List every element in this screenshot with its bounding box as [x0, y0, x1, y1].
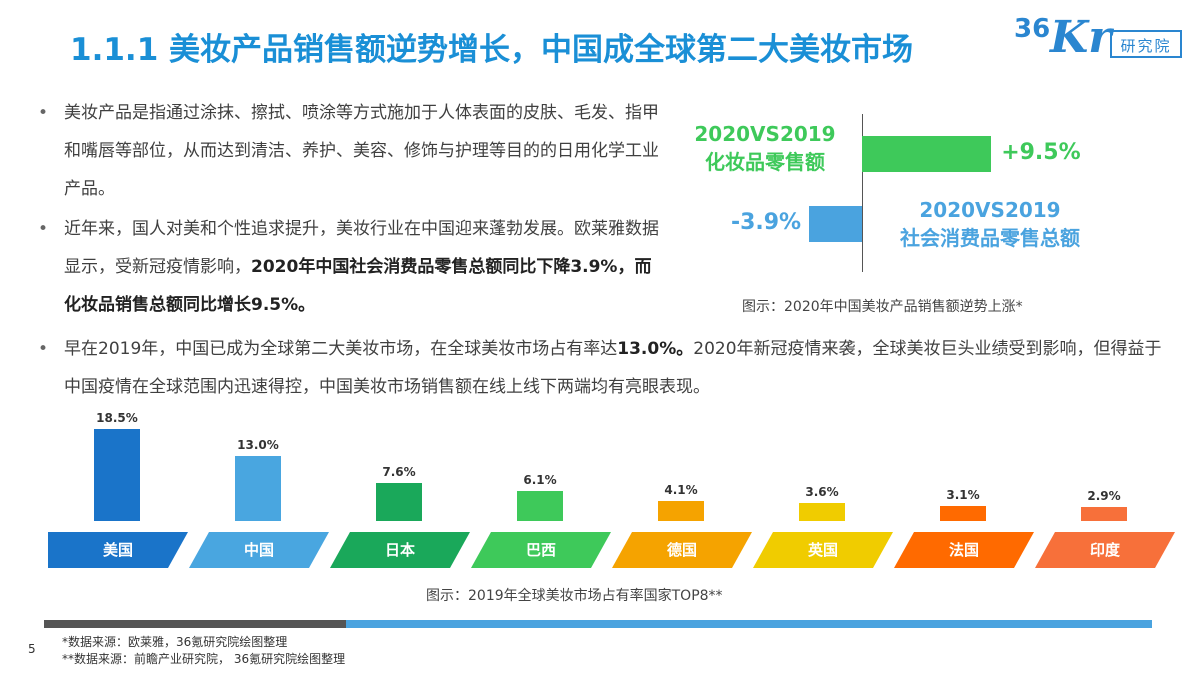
share-band-2: [330, 532, 470, 568]
share-band-7: [1035, 532, 1175, 568]
share-bar-7: [1081, 506, 1127, 521]
yoy-diverging-bar-chart: +9.5% 2020VS2019 化妆品零售额 -3.9% 2020VS2019 社会消费…: [680, 104, 1190, 284]
share-value-label-4: 4.1%: [664, 482, 698, 497]
share-bar-2: [376, 483, 422, 521]
share-value-label-3: 6.1%: [523, 472, 557, 487]
bullet-dot: •: [38, 219, 49, 239]
bullet-market-highlight: 13.0%。: [617, 339, 694, 359]
share-category-label-7: 印度: [1089, 541, 1120, 559]
share-bar-6: [940, 505, 986, 521]
logo-subtitle: 研究院: [1110, 30, 1182, 58]
yoy-category-label-1: 2020VS2019 社会消费品零售总额: [900, 198, 1080, 250]
page-title: 1.1.1 美妆产品销售额逆势增长，中国成全球第二大美妆市场: [70, 32, 914, 68]
share-chart-caption: 图示：2019年全球美妆市场占有率国家TOP8**: [426, 588, 723, 604]
share-bar-1: [235, 456, 281, 521]
bullet-definition: • 美妆产品是指通过涂抹、擦拭、喷涂等方式施加于人体表面的皮肤、毛发、指甲和嘴唇…: [38, 94, 664, 208]
36kr-logo: 36 Kr 研究院: [1014, 12, 1182, 64]
yoy-bar-0: [862, 136, 992, 172]
share-category-label-4: 德国: [666, 541, 697, 559]
share-value-label-0: 18.5%: [96, 410, 138, 425]
yoy-value-label-1: -3.9%: [730, 210, 802, 235]
bullet-growth: • 近年来，国人对美和个性追求提升，美妆行业在中国迎来蓬勃发展。欧莱雅数据显示，…: [38, 210, 664, 324]
share-value-label-5: 3.6%: [805, 485, 839, 499]
share-band-3: [471, 532, 611, 568]
yoy-value-label-0: +9.5%: [1001, 140, 1081, 165]
logo-brand: Kr: [1050, 12, 1112, 63]
share-category-label-3: 巴西: [525, 541, 556, 559]
share-band-0: [48, 532, 188, 568]
share-band-6: [894, 532, 1034, 568]
bullet-definition-text: 美妆产品是指通过涂抹、擦拭、喷涂等方式施加于人体表面的皮肤、毛发、指甲和嘴唇等部…: [64, 103, 659, 199]
bullet-market-text-cont: 2020年新冠疫情来袭，全球美妆巨头业绩受到影响，但得益于中国疫情在全球范围内迅…: [64, 339, 1162, 397]
share-value-label-6: 3.1%: [946, 487, 980, 502]
logo-number: 36: [1014, 14, 1051, 44]
bullet-dot: •: [38, 103, 49, 123]
page-number: 5: [28, 642, 36, 656]
bullet-market-text: 早在2019年，中国已成为全球第二大美妆市场，在全球美妆市场占有率达: [64, 339, 618, 359]
share-band-4: [612, 532, 752, 568]
yoy-bar-1: [808, 206, 862, 242]
source-note-2: **数据来源：前瞻产业研究院， 36氪研究院绘图整理: [62, 652, 346, 666]
market-share-bar-chart: 18.5% 美国 13.0% 中国 7.6% 日本 6.1% 巴西 4.1% 德国 3.6% 英国 3.…: [44, 406, 1175, 572]
footer-divider-blue: [346, 620, 1152, 628]
share-category-label-1: 中国: [243, 541, 274, 559]
share-category-label-6: 法国: [948, 541, 979, 559]
bullet-market: • 早在2019年，中国已成为全球第二大美妆市场，在全球美妆市场占有率达13.0…: [38, 330, 1164, 406]
source-note-1: *数据来源：欧莱雅，36氪研究院绘图整理: [62, 635, 288, 649]
yoy-zero-axis: [862, 114, 863, 272]
share-category-label-2: 日本: [384, 541, 415, 559]
share-band-5: [753, 532, 893, 568]
share-value-label-2: 7.6%: [382, 465, 416, 479]
share-bar-3: [517, 490, 563, 521]
share-category-label-0: 美国: [102, 541, 133, 559]
yoy-chart-caption: 图示：2020年中国美妆产品销售额逆势上涨*: [742, 299, 1023, 315]
bullet-growth-text: 近年来，国人对美和个性追求提升，美妆行业在中国迎来蓬勃发展。欧莱雅数据显示，受新…: [64, 219, 659, 277]
share-category-label-5: 英国: [807, 541, 838, 559]
share-band-1: [189, 532, 329, 568]
share-value-label-7: 2.9%: [1087, 488, 1121, 503]
bullet-dot: •: [38, 339, 49, 359]
share-value-label-1: 13.0%: [237, 438, 279, 452]
bullet-growth-highlight: 2020年中国社会消费品零售总额同比下降3.9%，而化妆品销售总额同比增长9.5…: [64, 257, 652, 315]
share-bar-4: [658, 500, 704, 521]
footer-divider-dark: [44, 620, 346, 628]
yoy-category-label-0: 2020VS2019 化妆品零售额: [694, 122, 836, 174]
share-bar-5: [799, 503, 845, 521]
share-bar-0: [94, 428, 140, 521]
